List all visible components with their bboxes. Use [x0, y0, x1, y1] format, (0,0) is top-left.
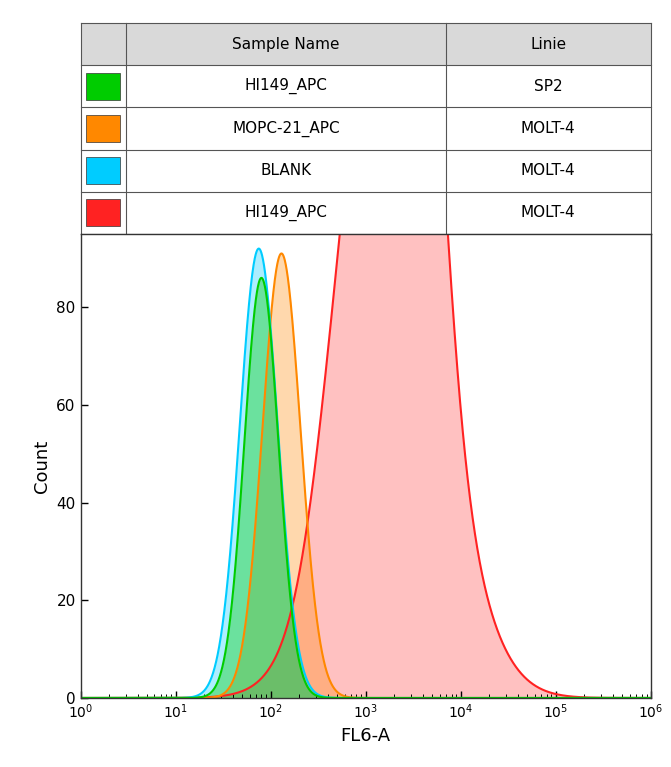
Text: SP2: SP2 [534, 79, 562, 94]
Text: BLANK: BLANK [260, 163, 311, 178]
X-axis label: FL6-A: FL6-A [341, 727, 391, 745]
Text: MOLT-4: MOLT-4 [521, 206, 576, 220]
Text: Sample Name: Sample Name [232, 37, 340, 51]
Text: HI149_APC: HI149_APC [244, 205, 327, 221]
Bar [86, 73, 121, 100]
Bar [86, 115, 121, 142]
Text: MOPC-21_APC: MOPC-21_APC [232, 120, 340, 137]
Text: MOLT-4: MOLT-4 [521, 163, 576, 178]
Bar [81, 23, 651, 65]
Y-axis label: Count: Count [33, 439, 51, 492]
Bar [86, 199, 121, 226]
Bar [81, 65, 651, 107]
Text: HI149_APC: HI149_APC [244, 78, 327, 94]
Bar [81, 150, 651, 192]
Bar [81, 107, 651, 150]
Bar [81, 192, 651, 234]
Text: Linie: Linie [530, 37, 566, 51]
Bar [86, 157, 121, 184]
Text: MOLT-4: MOLT-4 [521, 121, 576, 136]
